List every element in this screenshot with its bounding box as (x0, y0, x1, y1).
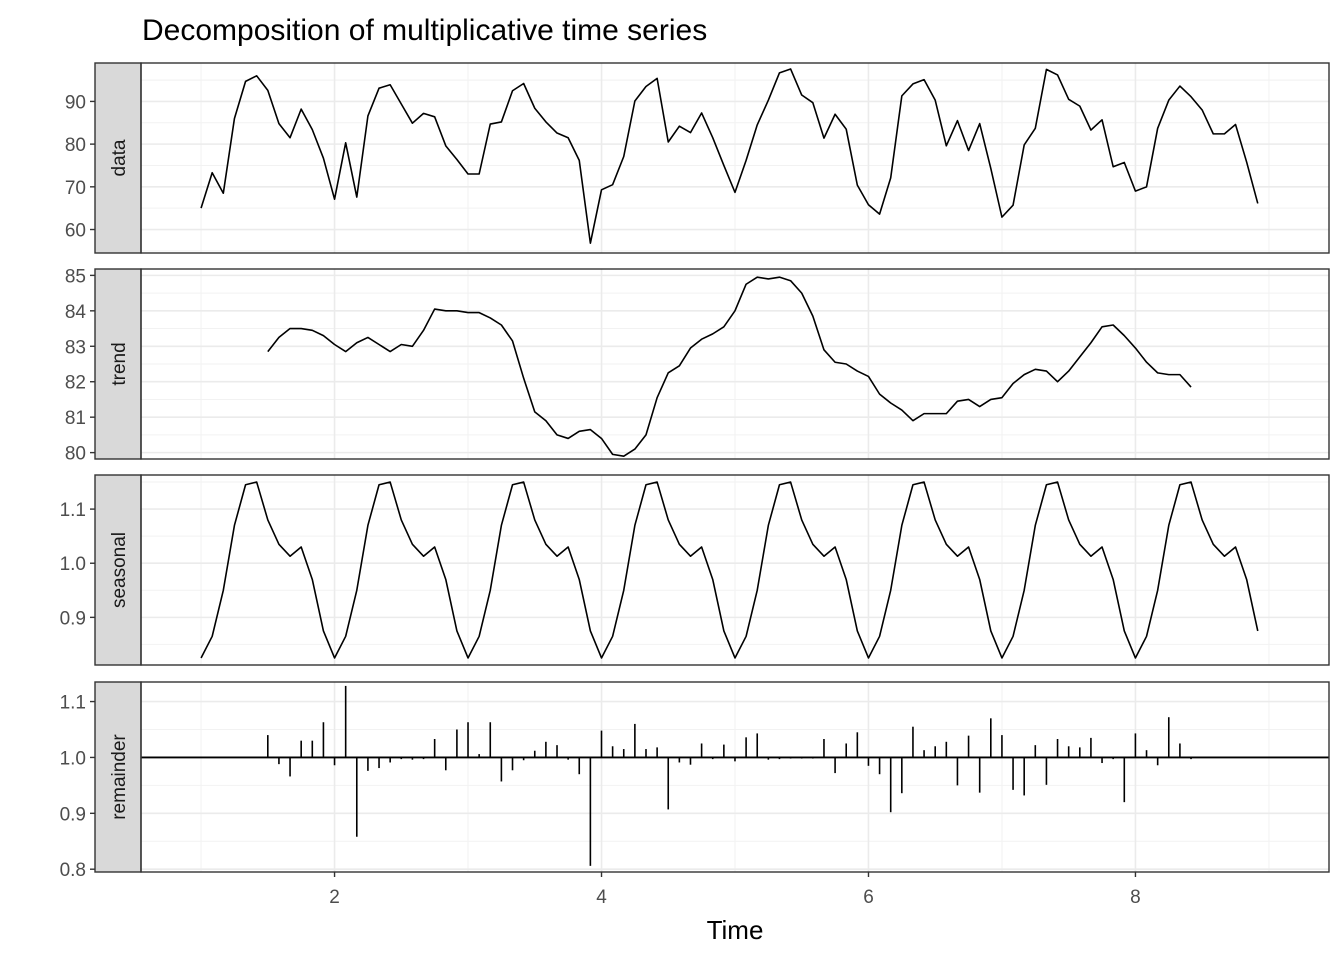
x-tick-label: 6 (863, 887, 874, 908)
chart-title: Decomposition of multiplicative time ser… (142, 14, 707, 47)
y-tick-label: 0.9 (60, 608, 86, 629)
series-line-seasonal (200, 481, 1259, 659)
x-tick-label: 8 (1130, 887, 1141, 908)
y-tick-label: 0.8 (60, 860, 86, 881)
y-tick-label: 81 (65, 408, 86, 429)
strip-remainder (94, 681, 142, 873)
x-axis-title: Time (707, 915, 764, 945)
strip-label-remainder: remainder (109, 734, 130, 820)
y-tick-label: 1.1 (60, 693, 86, 714)
y-tick-label: 84 (65, 302, 87, 323)
y-tick-label: 1.1 (60, 500, 86, 521)
y-tick-label: 82 (65, 373, 86, 394)
series-line-data (200, 68, 1259, 244)
strip-trend (94, 268, 142, 460)
panel-remainder: 0.8 0.9 1.0 1.1 remainder (60, 681, 1330, 881)
y-tick-label: 90 (65, 92, 86, 113)
strip-label-seasonal: seasonal (109, 532, 130, 608)
panel-border (140, 62, 1330, 254)
x-tick-label: 4 (596, 887, 607, 908)
panel-data: 60 70 80 90 data (65, 62, 1330, 254)
panel-seasonal: 0.9 1.0 1.1 seasonal (60, 474, 1330, 666)
y-tick-label: 80 (65, 444, 86, 465)
y-tick-label: 0.9 (60, 804, 86, 825)
panels-layer: 60 70 80 90 data 80 81 82 83 84 85 trend 0.9 1.0 1.1 se… (60, 62, 1330, 881)
panel-border (140, 268, 1330, 460)
y-tick-label: 83 (65, 337, 86, 358)
y-tick-label: 70 (65, 178, 86, 199)
x-axis: 2 4 6 8 (329, 872, 1141, 908)
strip-label-trend: trend (109, 342, 130, 385)
panel-trend: 80 81 82 83 84 85 trend (65, 266, 1330, 465)
x-tick-label: 2 (329, 887, 340, 908)
strip-seasonal (94, 474, 142, 666)
panel-border (140, 474, 1330, 666)
series-line-trend (267, 276, 1192, 457)
y-tick-label: 1.0 (60, 748, 86, 769)
strip-label-data: data (109, 139, 130, 176)
panel-border (140, 681, 1330, 873)
y-tick-label: 80 (65, 135, 86, 156)
y-tick-label: 1.0 (60, 554, 86, 575)
y-tick-label: 85 (65, 266, 86, 287)
y-tick-label: 60 (65, 221, 86, 242)
